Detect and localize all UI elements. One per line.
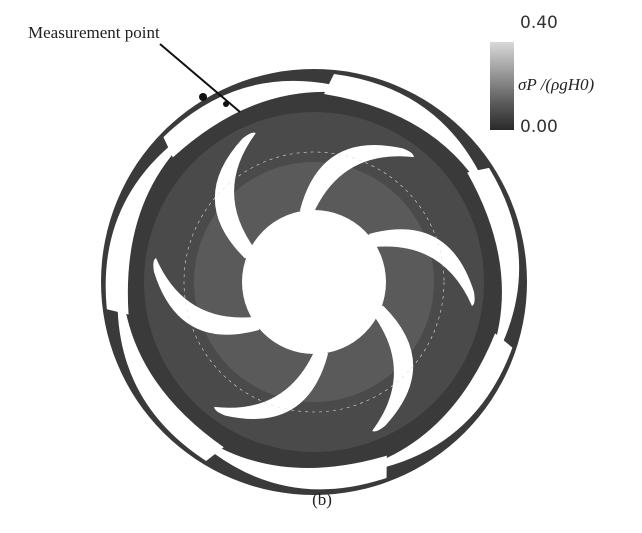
figure: Measurement point 0.40 0.00 σP /(ρgH0) (… [0, 0, 642, 533]
colorbar-max: 0.40 [520, 13, 558, 33]
colorbar-title: σP /(ρgH0) [518, 75, 595, 94]
colorbar [490, 42, 514, 130]
caption: (b) [312, 490, 332, 509]
colorbar-min: 0.00 [520, 117, 558, 137]
annotation-arrow [160, 44, 240, 112]
annotation: Measurement point [28, 23, 160, 42]
